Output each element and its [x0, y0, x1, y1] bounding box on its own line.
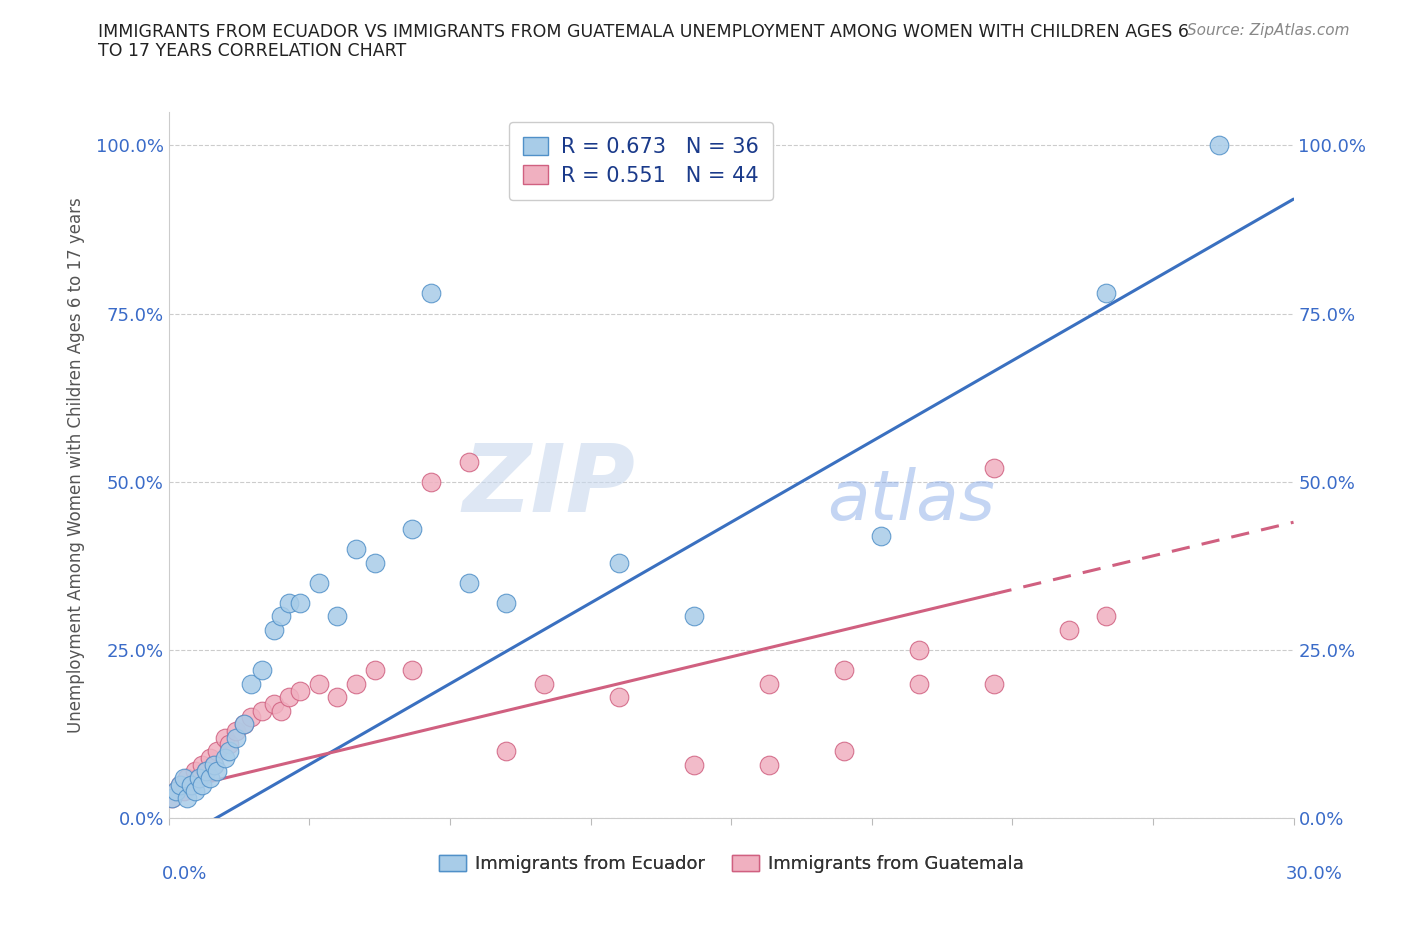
Point [401, 663, 423, 678]
Point [252, 663, 274, 678]
Point [232, 717, 254, 732]
Point [191, 777, 214, 792]
Point [240, 676, 263, 691]
Point [180, 777, 202, 792]
Text: IMMIGRANTS FROM ECUADOR VS IMMIGRANTS FROM GUATEMALA UNEMPLOYMENT AMONG WOMEN WI: IMMIGRANTS FROM ECUADOR VS IMMIGRANTS FR… [98, 23, 1189, 41]
Point [832, 744, 855, 759]
Point [162, 790, 184, 805]
Point [169, 777, 191, 792]
Point [162, 790, 184, 805]
Point [263, 622, 285, 637]
Point [607, 690, 630, 705]
Point [420, 286, 443, 300]
Point [326, 609, 349, 624]
Point [420, 474, 443, 489]
Point [187, 771, 209, 786]
Point [277, 595, 299, 610]
Point [326, 690, 349, 705]
Point [758, 757, 780, 772]
Point [225, 724, 247, 738]
Point [288, 595, 311, 610]
Point [263, 697, 285, 711]
Y-axis label: Unemployment Among Women with Children Ages 6 to 17 years: Unemployment Among Women with Children A… [66, 197, 84, 733]
Point [270, 609, 292, 624]
Text: atlas: atlas [827, 467, 994, 534]
Point [907, 643, 929, 658]
Point [277, 690, 299, 705]
Point [457, 576, 479, 591]
Point [252, 703, 274, 718]
Point [682, 609, 704, 624]
Point [344, 541, 367, 556]
Point [207, 744, 229, 759]
Point [401, 522, 423, 537]
Point [270, 703, 292, 718]
Text: Source: ZipAtlas.com: Source: ZipAtlas.com [1187, 23, 1350, 38]
Text: 30.0%: 30.0% [1286, 865, 1343, 883]
Point [870, 528, 893, 543]
Point [907, 676, 929, 691]
Point [1095, 609, 1118, 624]
Point [983, 461, 1005, 476]
Point [288, 683, 311, 698]
Point [180, 777, 202, 792]
Point [195, 764, 218, 778]
Point [240, 710, 263, 724]
Point [682, 757, 704, 772]
Point [198, 771, 221, 786]
Point [364, 663, 387, 678]
Point [214, 751, 236, 765]
Point [198, 751, 221, 765]
Point [173, 771, 195, 786]
Point [364, 555, 387, 570]
Point [176, 790, 198, 805]
Point [308, 576, 330, 591]
Point [176, 771, 198, 786]
Point [1095, 286, 1118, 300]
Text: TO 17 YEARS CORRELATION CHART: TO 17 YEARS CORRELATION CHART [98, 42, 406, 60]
Point [495, 744, 517, 759]
Point [1208, 138, 1230, 153]
Point [218, 744, 240, 759]
Point [184, 764, 207, 778]
Point [165, 784, 187, 799]
Point [232, 717, 254, 732]
Point [225, 730, 247, 745]
Point [1057, 622, 1080, 637]
Point [344, 676, 367, 691]
Point [165, 784, 187, 799]
Point [191, 757, 214, 772]
Point [187, 771, 209, 786]
Point [533, 676, 555, 691]
Point [218, 737, 240, 751]
Point [207, 764, 229, 778]
Point [195, 764, 218, 778]
Legend: Immigrants from Ecuador, Immigrants from Guatemala: Immigrants from Ecuador, Immigrants from… [432, 847, 1031, 880]
Point [758, 676, 780, 691]
Point [607, 555, 630, 570]
Point [457, 454, 479, 469]
Point [308, 676, 330, 691]
Point [169, 777, 191, 792]
Point [202, 757, 225, 772]
Point [832, 663, 855, 678]
Point [214, 730, 236, 745]
Point [983, 676, 1005, 691]
Point [202, 757, 225, 772]
Text: ZIP: ZIP [463, 440, 636, 532]
Point [184, 784, 207, 799]
Text: 0.0%: 0.0% [162, 865, 207, 883]
Point [173, 784, 195, 799]
Point [495, 595, 517, 610]
